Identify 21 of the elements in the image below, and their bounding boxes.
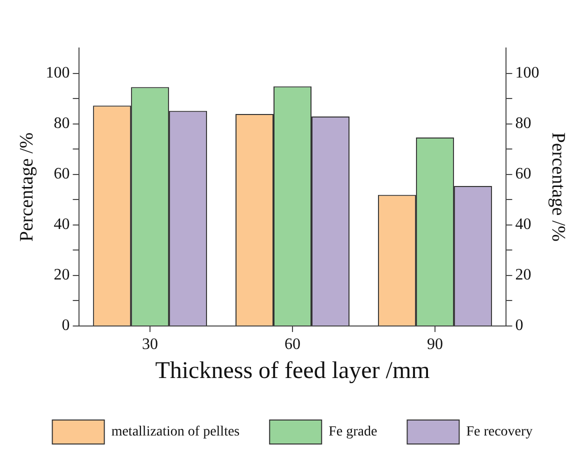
y2-axis-title: Percentage /% bbox=[548, 132, 569, 242]
y-axis-title: Percentage /% bbox=[16, 132, 38, 242]
y2-tick-label: 60 bbox=[515, 166, 532, 183]
legend-label: metallization of pelltes bbox=[111, 424, 240, 440]
y-tick-label: 0 bbox=[62, 317, 70, 334]
y2-tick-label: 80 bbox=[515, 115, 532, 132]
y-tick-label: 20 bbox=[54, 266, 70, 284]
x-tick-label: 60 bbox=[284, 336, 300, 353]
x-tick-label: 30 bbox=[142, 336, 158, 353]
y2-tick-label: 0 bbox=[515, 317, 524, 334]
legend-label: Fe grade bbox=[328, 424, 378, 440]
y2-tick-label: 40 bbox=[515, 216, 532, 234]
y-tick-label: 40 bbox=[54, 216, 70, 234]
y-tick-label: 80 bbox=[54, 115, 70, 132]
x-tick-label: 90 bbox=[426, 336, 443, 353]
y2-tick-label: 100 bbox=[515, 64, 540, 82]
y-tick-label: 100 bbox=[46, 64, 70, 82]
y-tick-label: 60 bbox=[54, 166, 70, 183]
legend-label: Fe recovery bbox=[466, 424, 533, 440]
x-axis-title: Thickness of feed layer /mm bbox=[155, 358, 430, 384]
y2-tick-label: 20 bbox=[515, 266, 532, 284]
